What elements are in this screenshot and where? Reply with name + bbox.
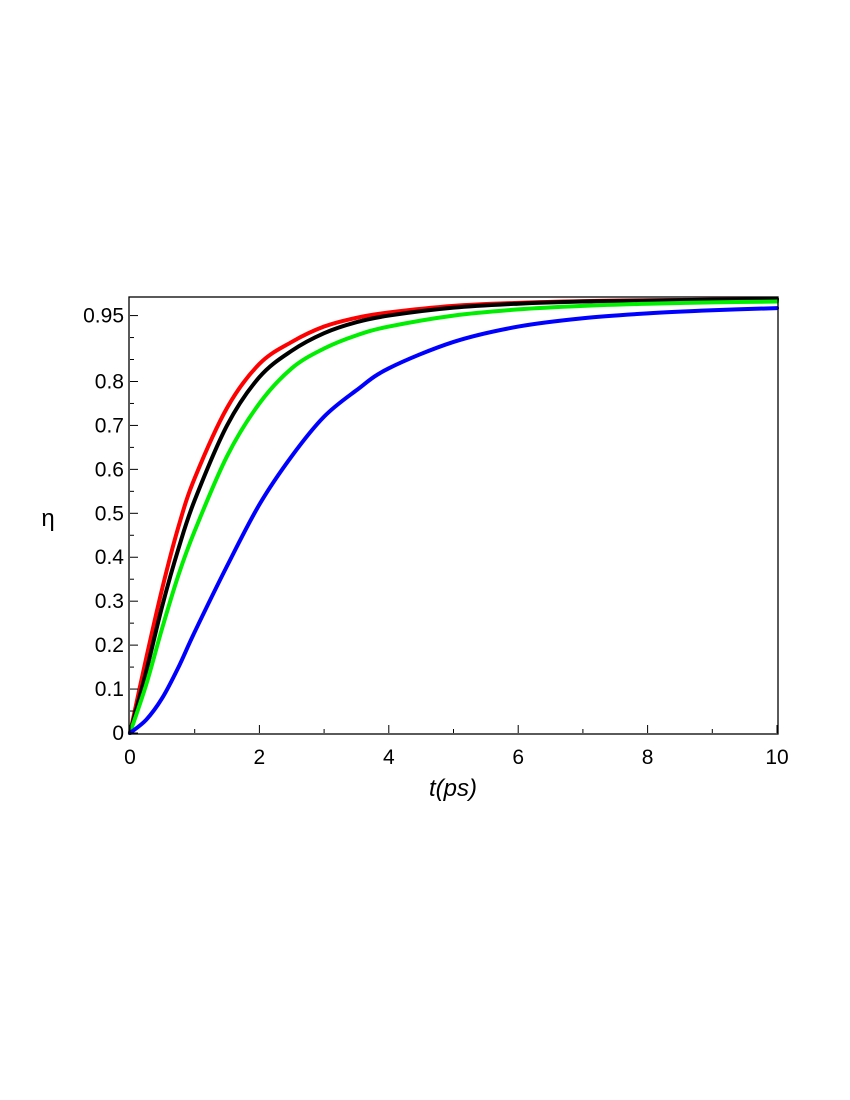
y-tick-label: 0.2 [95,634,124,657]
series-line-3 [128,299,779,735]
x-tick-label: 0 [124,746,136,769]
y-tick-label: 0.8 [95,370,124,393]
x-tick-label: 6 [512,746,524,769]
y-tick-label: 0.4 [95,546,125,569]
y-axis-label: η [41,505,54,532]
series-line-1 [128,297,779,735]
x-tick-label: 4 [383,746,395,769]
series-line-2 [128,297,779,735]
y-tick-label: 0.5 [95,502,124,525]
series-layer [128,297,779,735]
x-tick-label: 8 [642,746,654,769]
y-tick-label: 0.6 [95,458,124,481]
y-tick-label: 0.95 [83,305,124,328]
x-tick-label: 2 [254,746,266,769]
x-axis-label: t(ps) [429,775,477,802]
y-tick-label: 0.1 [95,678,124,701]
y-tick-label: 0.3 [95,590,124,613]
series-line-4 [128,306,779,735]
plot-frame [128,296,779,735]
x-tick-label: 10 [765,746,788,769]
y-tick-label: 0 [112,722,124,745]
tick-layer: 0 2 4 6 8 10 0 0.1 0.2 0.3 0.4 0.5 0.6 0.7 0.8 0.95 [83,305,789,769]
y-tick-label: 0.7 [95,414,124,437]
